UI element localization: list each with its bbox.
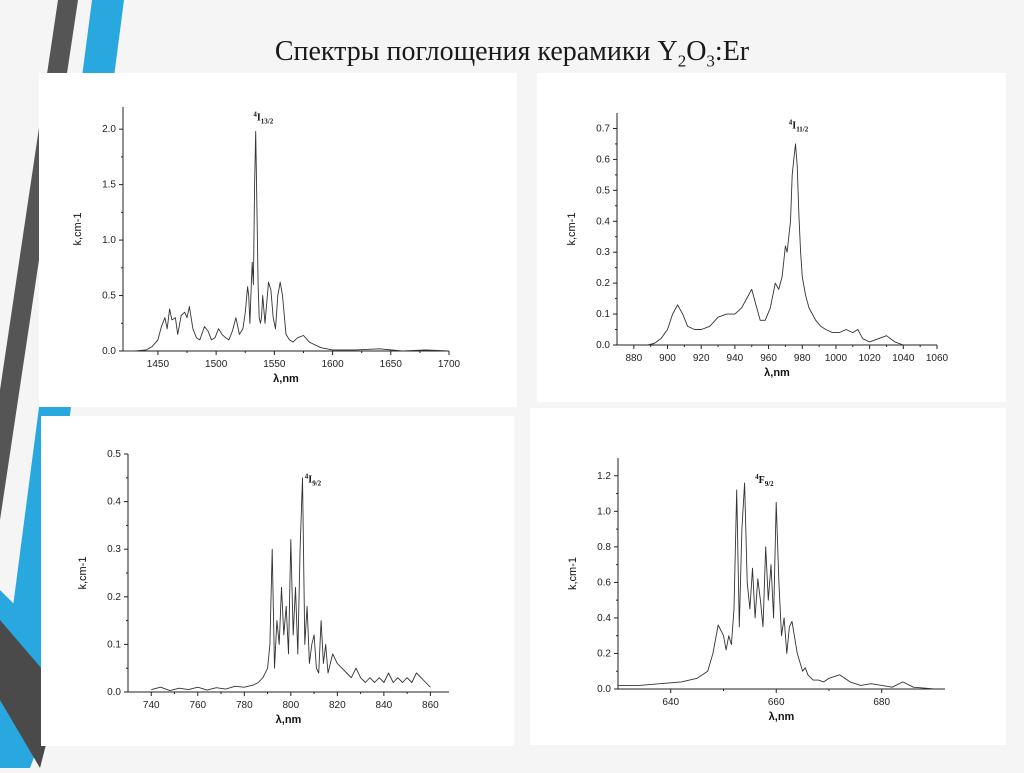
y-tick-label: 0.0 <box>102 346 116 357</box>
x-tick-label: 1040 <box>892 353 915 364</box>
annotation-letter: F <box>759 475 765 486</box>
annotation-letter: I <box>308 475 312 486</box>
chart-i13: 1450 1500 1550 1600 1650 1700 0.0 0.5 1.0 1.5 2.0 λ… <box>72 107 461 385</box>
x-tick-label: 960 <box>760 353 777 364</box>
x-axis-label: λ,nm <box>276 714 302 726</box>
x-tick-label: 1020 <box>859 353 882 364</box>
annotation-sup: 4 <box>305 473 309 481</box>
slide-title: Спектры поглощения керамики Y2O3:Er <box>274 36 750 71</box>
y-tick-label: 0.8 <box>597 542 611 553</box>
x-tick-label: 820 <box>329 700 346 711</box>
spectrum-line <box>151 477 431 692</box>
x-tick-label: 1650 <box>380 359 403 370</box>
y-tick-label: 0.3 <box>107 544 121 555</box>
y-tick-label: 1.2 <box>597 471 611 482</box>
x-tick-label: 660 <box>768 697 785 708</box>
chart-f9: 640 660 680 0.0 0.2 0.4 0.6 0.8 1.0 1.2 λ,nm k,cm-1… <box>567 458 945 723</box>
y-tick-label: 0.0 <box>107 687 121 698</box>
x-tick-label: 780 <box>236 700 253 711</box>
x-tick-label: 1000 <box>825 353 848 364</box>
x-tick-label: 1060 <box>926 353 949 364</box>
y-tick-label: 1.0 <box>597 506 611 517</box>
x-tick-label: 900 <box>659 353 676 364</box>
transition-annotation: 4F9/2 <box>755 473 774 488</box>
transition-annotation: 4I13/2 <box>253 110 273 125</box>
spectrum-line <box>618 482 935 690</box>
chart-panel-i13: 1450 1500 1550 1600 1650 1700 0.0 0.5 1.0 1.5 2.0 λ… <box>39 73 517 407</box>
x-tick-label: 680 <box>873 697 890 708</box>
spectrum-line <box>123 130 450 352</box>
annotation-letter: I <box>792 120 796 131</box>
annotation-sub: 9/2 <box>765 480 774 488</box>
chart-i9: 740 760 780 800 820 840 860 0.0 0.1 0.2 0.3 0.4 0.5 λ… <box>77 449 449 726</box>
y-axis-label: k,cm-1 <box>72 213 84 246</box>
x-tick-label: 740 <box>143 700 160 711</box>
y-tick-label: 1.0 <box>102 235 116 246</box>
y-tick-label: 0.3 <box>596 247 610 258</box>
spectrum-line <box>647 143 904 346</box>
chart-panel-i11: 880 900 920 940 960 980 1000 1020 1040 1060 0.0 0.1… <box>537 73 1006 402</box>
annotation-sub: 11/2 <box>796 125 809 133</box>
y-tick-label: 0.0 <box>597 684 611 695</box>
y-tick-label: 0.2 <box>596 278 610 289</box>
y-tick-label: 0.2 <box>107 592 121 603</box>
x-axis-label: λ,nm <box>769 711 795 723</box>
x-tick-label: 860 <box>422 700 439 711</box>
y-tick-label: 2.0 <box>102 124 116 135</box>
annotation-sup: 4 <box>755 473 759 481</box>
chart-panel-i9: 740 760 780 800 820 840 860 0.0 0.1 0.2 0.3 0.4 0.5 λ… <box>41 416 514 746</box>
annotation-letter: I <box>257 112 261 123</box>
y-tick-label: 0.1 <box>107 639 121 650</box>
transition-annotation: 4I11/2 <box>789 118 809 133</box>
annotation-sup: 4 <box>789 118 793 126</box>
x-tick-label: 640 <box>662 697 679 708</box>
chart-i11: 880 900 920 940 960 980 1000 1020 1040 1060 0.0 0.1… <box>566 113 949 379</box>
x-tick-label: 1500 <box>205 359 228 370</box>
x-tick-label: 840 <box>376 700 393 711</box>
y-tick-label: 0.6 <box>596 154 610 165</box>
transition-annotation: 4I9/2 <box>305 473 322 488</box>
x-tick-label: 1550 <box>263 359 286 370</box>
x-tick-label: 1450 <box>147 359 170 370</box>
y-axis-label: k,cm-1 <box>77 557 89 590</box>
x-tick-label: 880 <box>625 353 642 364</box>
annotation-sub: 9/2 <box>312 480 321 488</box>
x-tick-label: 1700 <box>438 359 461 370</box>
y-tick-label: 0.2 <box>597 648 611 659</box>
y-tick-label: 0.7 <box>596 123 610 134</box>
y-tick-label: 0.5 <box>107 449 121 460</box>
x-tick-label: 800 <box>282 700 299 711</box>
y-tick-label: 0.6 <box>597 577 611 588</box>
y-tick-label: 0.5 <box>596 185 610 196</box>
chart-panel-f9: 640 660 680 0.0 0.2 0.4 0.6 0.8 1.0 1.2 λ,nm k,cm-1… <box>530 408 1006 745</box>
x-tick-label: 1600 <box>321 359 344 370</box>
annotation-sup: 4 <box>253 110 257 118</box>
y-tick-label: 0.4 <box>597 613 611 624</box>
annotation-sub: 13/2 <box>261 117 274 125</box>
y-axis-label: k,cm-1 <box>567 557 579 590</box>
y-tick-label: 0.0 <box>596 340 610 351</box>
x-tick-label: 760 <box>189 700 206 711</box>
y-tick-label: 0.1 <box>596 309 610 320</box>
y-tick-label: 1.5 <box>102 180 116 191</box>
y-axis-label: k,cm-1 <box>566 213 578 246</box>
x-tick-label: 920 <box>693 353 710 364</box>
y-tick-label: 0.4 <box>107 497 121 508</box>
x-tick-label: 940 <box>727 353 744 364</box>
y-tick-label: 0.5 <box>102 291 116 302</box>
x-axis-label: λ,nm <box>273 373 299 385</box>
x-axis-label: λ,nm <box>764 367 790 379</box>
y-tick-label: 0.4 <box>596 216 610 227</box>
x-tick-label: 980 <box>794 353 811 364</box>
